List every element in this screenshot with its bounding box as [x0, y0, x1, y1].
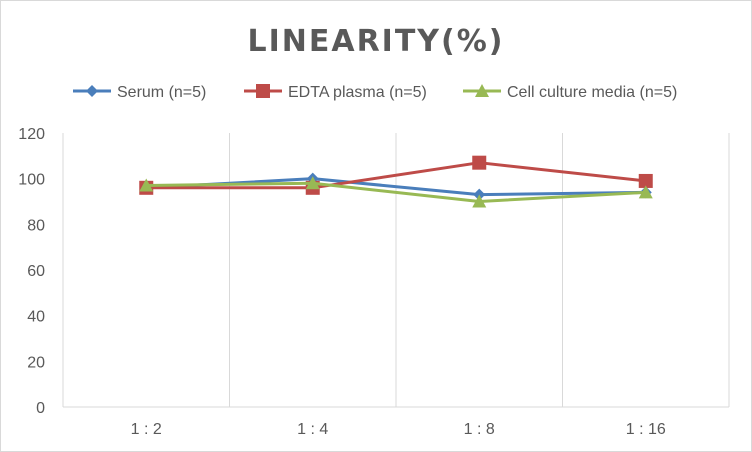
y-tick-label: 0 [36, 400, 45, 417]
y-tick-label: 20 [27, 354, 45, 371]
series-group [139, 155, 653, 208]
x-tick-label: 1 : 8 [464, 421, 495, 438]
legend: Serum (n=5) EDTA plasma (n=5) Cell culture… [73, 84, 677, 101]
data-point [638, 185, 653, 199]
data-point [472, 155, 487, 170]
chart-title: LINEARITY(%) [247, 24, 504, 59]
series-line [146, 161, 646, 190]
legend-marker [256, 84, 270, 98]
legend-item: Serum (n=5) [73, 84, 206, 101]
grid [62, 133, 730, 407]
data-point [472, 194, 487, 208]
legend-item: Cell culture media (n=5) [463, 84, 677, 101]
series-line [146, 181, 646, 203]
x-tick-label: 1 : 2 [131, 421, 162, 438]
legend-item: EDTA plasma (n=5) [244, 84, 427, 101]
legend-label: Serum (n=5) [117, 84, 206, 101]
series-2 [139, 176, 653, 208]
y-tick-label: 80 [27, 217, 45, 234]
legend-marker [475, 84, 489, 97]
y-tick-label: 120 [18, 126, 45, 143]
x-tick-label: 1 : 16 [626, 421, 666, 438]
y-tick-label: 60 [27, 263, 45, 280]
y-tick-label: 40 [27, 309, 45, 326]
axes: 0 20 40 60 80 100 120 1 : 2 1 : 4 1 : 8 1 : 16 [18, 126, 729, 438]
legend-marker [86, 85, 98, 97]
data-point [139, 178, 154, 192]
x-tick-label: 1 : 4 [297, 421, 328, 438]
data-point [305, 176, 320, 190]
legend-label: EDTA plasma (n=5) [288, 84, 427, 101]
y-tick-label: 100 [18, 172, 45, 189]
data-point [638, 173, 653, 188]
legend-label: Cell culture media (n=5) [507, 84, 677, 101]
